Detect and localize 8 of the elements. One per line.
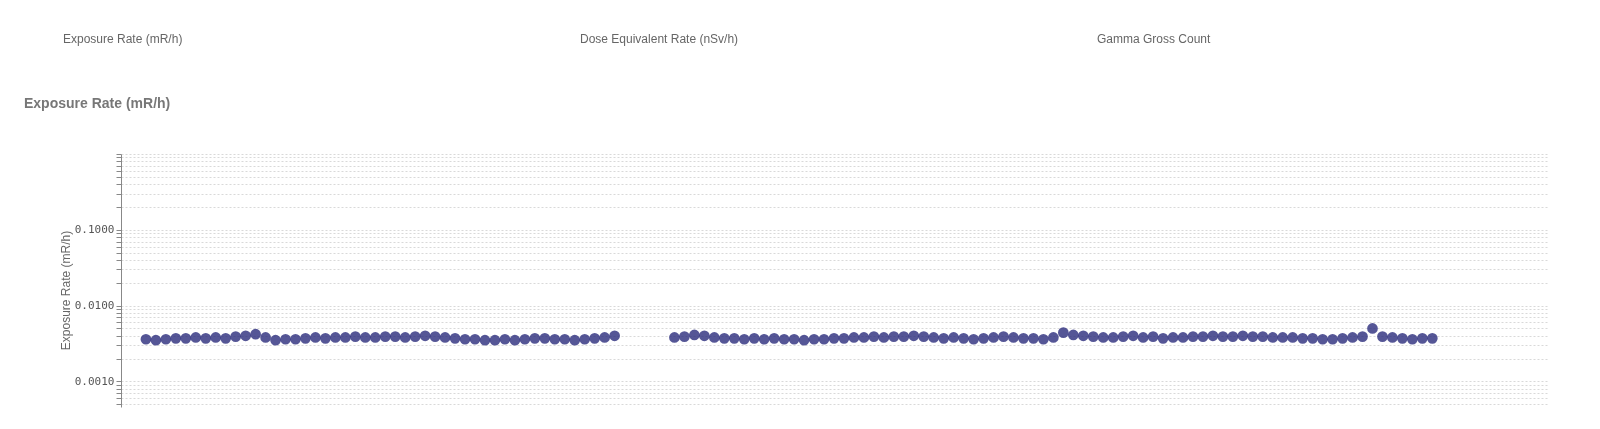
y-axis-title: Exposure Rate (mR/h) [58,230,73,351]
y-tick-label: 0.0100 [74,299,115,313]
y-tick-label: 0.1000 [74,223,115,237]
chart-title: Exposure Rate (mR/h) [24,95,171,111]
text: Dose Equivalent Rate (nSv/h) [580,32,739,46]
y-tick-label: 0.0010 [74,374,115,388]
text: Exposure Rate (mR/h) [63,32,183,46]
text: Gamma Gross Count [1097,32,1212,46]
